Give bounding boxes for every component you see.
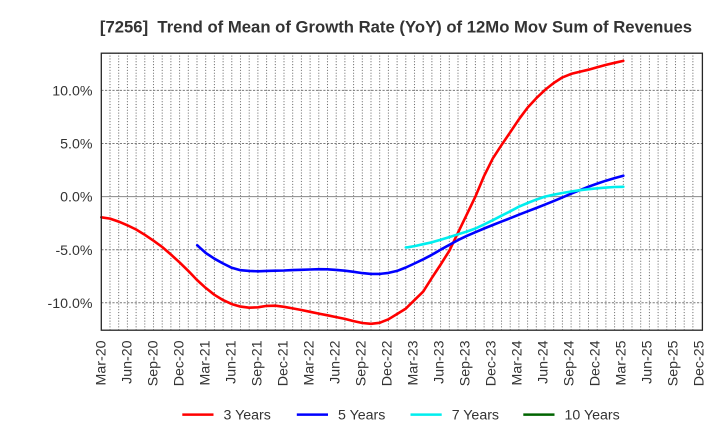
svg-text:Sep-24: Sep-24: [562, 340, 578, 386]
svg-text:Mar-24: Mar-24: [510, 340, 526, 385]
svg-text:Mar-20: Mar-20: [94, 340, 110, 385]
svg-text:Sep-21: Sep-21: [250, 340, 266, 386]
svg-text:Jun-25: Jun-25: [640, 340, 656, 383]
svg-text:Dec-24: Dec-24: [588, 340, 604, 386]
svg-text:-10.0%: -10.0%: [48, 296, 93, 312]
svg-text:Dec-22: Dec-22: [380, 340, 396, 386]
svg-text:5.0%: 5.0%: [60, 137, 93, 153]
svg-text:Mar-21: Mar-21: [198, 340, 214, 385]
svg-text:Dec-21: Dec-21: [276, 340, 292, 386]
svg-text:[7256] Trend of Mean of Growt: [7256] Trend of Mean of Growth Rate (YoY…: [100, 18, 692, 37]
svg-text:Sep-20: Sep-20: [146, 340, 162, 386]
svg-text:Dec-20: Dec-20: [172, 340, 188, 386]
svg-text:0.0%: 0.0%: [60, 190, 93, 206]
svg-text:Sep-25: Sep-25: [666, 340, 682, 386]
svg-text:Jun-20: Jun-20: [120, 340, 136, 383]
svg-text:10 Years: 10 Years: [565, 408, 620, 424]
svg-text:5 Years: 5 Years: [338, 408, 385, 424]
svg-text:Mar-23: Mar-23: [406, 340, 422, 385]
svg-text:3 Years: 3 Years: [224, 408, 271, 424]
svg-text:Sep-22: Sep-22: [354, 340, 370, 386]
svg-text:Sep-23: Sep-23: [458, 340, 474, 386]
svg-text:7 Years: 7 Years: [452, 408, 499, 424]
svg-text:10.0%: 10.0%: [52, 84, 93, 100]
svg-text:Dec-25: Dec-25: [692, 340, 708, 386]
svg-text:Jun-23: Jun-23: [432, 340, 448, 383]
svg-text:Mar-22: Mar-22: [302, 340, 318, 385]
svg-text:Jun-24: Jun-24: [536, 340, 552, 383]
svg-text:-5.0%: -5.0%: [55, 243, 92, 259]
svg-text:Mar-25: Mar-25: [614, 340, 630, 385]
svg-text:Dec-23: Dec-23: [484, 340, 500, 386]
svg-text:Jun-21: Jun-21: [224, 340, 240, 383]
svg-text:Jun-22: Jun-22: [328, 340, 344, 383]
